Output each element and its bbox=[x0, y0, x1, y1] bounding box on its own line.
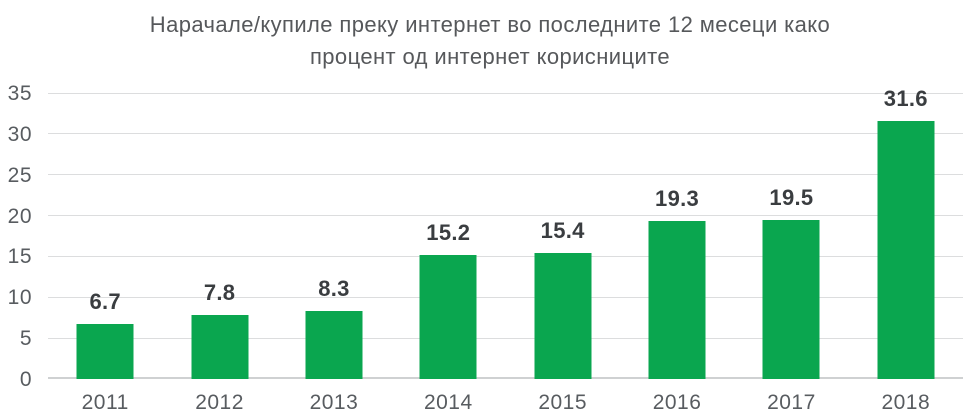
x-axis-label: 2013 bbox=[309, 391, 359, 414]
y-tick-label: 30 bbox=[7, 122, 32, 146]
gridline bbox=[48, 296, 963, 298]
x-axis-label: 2017 bbox=[767, 391, 816, 414]
bar-2013 bbox=[305, 311, 363, 379]
bar-2018 bbox=[877, 120, 935, 379]
gridline bbox=[48, 92, 963, 94]
bar-2017 bbox=[762, 219, 820, 379]
bar-slot-2014: 15.2 2014 bbox=[391, 93, 505, 414]
bar-value-label: 8.3 bbox=[318, 276, 350, 302]
chart-title-line-2: процент од интернет корисниците bbox=[309, 44, 671, 69]
y-tick-label: 25 bbox=[7, 163, 32, 187]
gridline bbox=[48, 255, 963, 257]
bar-value-label: 15.2 bbox=[426, 219, 471, 245]
bar-2012 bbox=[191, 315, 249, 379]
y-axis: 0 5 10 15 20 25 30 35 bbox=[0, 83, 32, 391]
bar-2011 bbox=[76, 324, 134, 379]
y-tick-label: 20 bbox=[7, 204, 32, 228]
bar-value-label: 15.4 bbox=[540, 218, 585, 244]
bar-slot-2017: 19.5 2017 bbox=[734, 93, 848, 414]
x-axis-label: 2014 bbox=[423, 391, 473, 414]
chart-title: Нарачале/купиле преку интернет во послед… bbox=[0, 9, 980, 73]
gridline bbox=[48, 174, 963, 176]
bar-2014 bbox=[419, 254, 477, 379]
bar-slot-2011: 6.7 2011 bbox=[48, 93, 162, 414]
gridline bbox=[48, 133, 963, 135]
plot-area: 6.7 2011 7.8 2012 8.3 2013 15.2 2014 15.4 2015 19.… bbox=[48, 87, 963, 414]
bar-2016 bbox=[648, 221, 706, 379]
bar-slot-2018: 31.6 2018 bbox=[849, 87, 963, 414]
bar-slot-2015: 15.4 2015 bbox=[506, 93, 620, 414]
x-axis-label: 2012 bbox=[195, 391, 244, 414]
y-tick-label: 35 bbox=[7, 82, 32, 105]
x-axis-label: 2016 bbox=[652, 391, 702, 414]
bar-value-label: 31.6 bbox=[883, 85, 928, 111]
bar-2015 bbox=[534, 253, 592, 379]
y-tick-label: 0 bbox=[19, 368, 32, 391]
bar-value-label: 19.3 bbox=[655, 186, 700, 212]
bar-value-label: 19.5 bbox=[769, 184, 814, 210]
y-tick-label: 15 bbox=[7, 245, 32, 269]
bar-slot-2012: 7.8 2012 bbox=[162, 93, 276, 414]
y-tick-label: 5 bbox=[19, 327, 32, 351]
bar-value-label: 7.8 bbox=[203, 280, 236, 306]
x-axis-label: 2011 bbox=[81, 391, 129, 414]
x-axis-label: 2018 bbox=[881, 391, 931, 414]
y-tick-label: 10 bbox=[7, 286, 32, 310]
bar-value-label: 6.7 bbox=[89, 289, 121, 315]
x-axis-label: 2015 bbox=[538, 391, 588, 414]
chart-title-line-1: Нарачале/купиле преку интернет во послед… bbox=[149, 12, 831, 37]
gridline bbox=[48, 215, 963, 217]
bar-slot-2013: 8.3 2013 bbox=[277, 93, 391, 414]
gridline bbox=[48, 337, 963, 339]
x-axis-baseline bbox=[48, 377, 963, 379]
bar-slot-2016: 19.3 2016 bbox=[620, 93, 734, 414]
